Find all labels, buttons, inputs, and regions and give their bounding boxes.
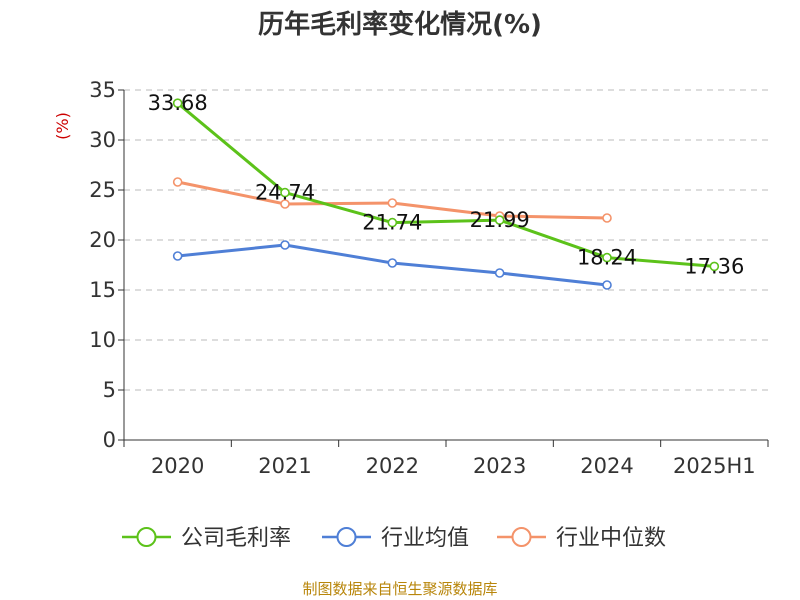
y-axis-unit-label: (%) xyxy=(53,112,72,140)
data-point xyxy=(602,213,612,223)
x-tick-label: 2024 xyxy=(580,454,633,478)
data-point xyxy=(172,98,183,108)
legend-entry: 行业均值 xyxy=(381,526,469,551)
y-tick-label: 10 xyxy=(89,328,116,352)
legend-marker xyxy=(511,527,532,547)
series-lines xyxy=(172,98,720,290)
data-point xyxy=(602,280,612,290)
x-tick-label: 2022 xyxy=(366,454,419,478)
y-tick-label: 35 xyxy=(89,78,116,102)
y-tick-label: 25 xyxy=(89,178,116,202)
series-line xyxy=(176,102,715,268)
data-point xyxy=(709,261,720,272)
y-tick-label: 15 xyxy=(89,278,116,302)
data-point xyxy=(387,258,398,268)
data-point xyxy=(494,215,505,225)
data-label: 24.74 xyxy=(255,181,315,205)
data-label: 21.74 xyxy=(362,211,422,235)
data-point xyxy=(172,177,183,187)
legend-marker xyxy=(136,527,157,547)
data-label: 33.68 xyxy=(148,91,208,115)
x-tick-label: 2025H1 xyxy=(673,454,756,478)
data-point xyxy=(602,252,612,263)
source-note: 制图数据来自恒生聚源数据库 xyxy=(302,580,497,598)
data-label: 18.24 xyxy=(577,246,637,270)
legend-marker xyxy=(336,527,357,547)
y-tick-label: 20 xyxy=(89,228,116,252)
chart-title: 历年毛利率变化情况(%) xyxy=(258,9,542,40)
axes: 0 5 10 15 20 25 30 35 2020 2021 2022 2023 2024 2025H1 xyxy=(89,78,769,478)
gridlines xyxy=(124,89,768,391)
data-label: 17.36 xyxy=(684,254,744,278)
data-point xyxy=(172,251,183,261)
data-labels: 33.68 24.74 21.74 21.99 18.24 17.36 xyxy=(148,91,745,278)
y-tick-label: 5 xyxy=(103,378,116,402)
legend-entry: 行业中位数 xyxy=(556,526,666,551)
y-tick-label: 30 xyxy=(89,128,116,152)
x-tick-label: 2021 xyxy=(258,454,311,478)
y-tick-label: 0 xyxy=(103,428,116,452)
data-point xyxy=(280,199,290,209)
data-point xyxy=(280,187,290,198)
data-point xyxy=(280,240,290,250)
data-point xyxy=(387,217,398,228)
x-tick-label: 2023 xyxy=(473,454,526,478)
legend: 公司毛利率 行业均值 行业中位数 xyxy=(122,526,666,551)
data-point xyxy=(494,268,505,278)
x-tick-label: 2020 xyxy=(151,454,204,478)
legend-entry: 公司毛利率 xyxy=(181,526,291,551)
data-point xyxy=(387,198,398,208)
data-label: 21.99 xyxy=(470,208,530,232)
